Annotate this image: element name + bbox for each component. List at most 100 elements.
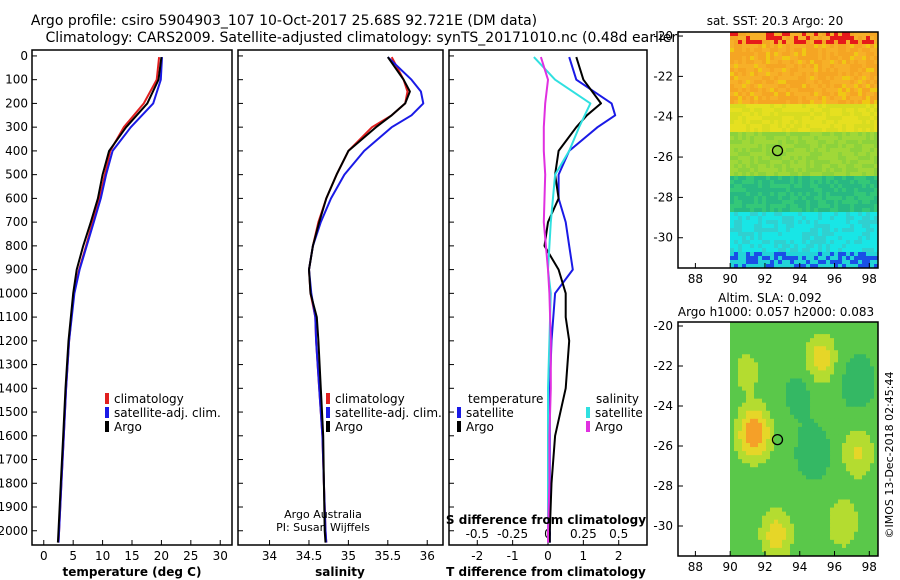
sla-cell	[818, 543, 823, 549]
sst-cell	[790, 196, 795, 201]
sla-cell	[838, 334, 843, 339]
sst-cell	[858, 216, 863, 221]
sst-cell	[778, 64, 783, 69]
sla-cell	[866, 338, 871, 343]
sla-cell	[782, 547, 787, 553]
sst-cell	[830, 116, 835, 121]
sla-cell	[870, 471, 875, 476]
sst-cell	[850, 172, 855, 177]
sst-cell	[770, 32, 775, 37]
sst-cell	[766, 224, 771, 229]
sst-cell	[738, 172, 743, 177]
sst-cell	[766, 68, 771, 73]
sst-cell	[762, 184, 767, 189]
sst-cell	[822, 144, 827, 149]
sst-cell	[862, 232, 867, 237]
sla-cell	[790, 434, 795, 440]
sst-cell	[806, 216, 811, 221]
sla-cell	[754, 551, 759, 556]
sst-cell	[802, 124, 807, 129]
sla-cell	[838, 390, 843, 396]
sla-cell	[834, 479, 839, 484]
sla-cell	[742, 551, 747, 556]
sst-cell	[834, 196, 839, 201]
sla-cell	[734, 479, 739, 484]
sst-cell	[782, 168, 787, 173]
sst-cell	[866, 172, 871, 177]
sla-cell	[858, 523, 863, 529]
sst-cell	[734, 256, 739, 261]
sst-cell	[778, 164, 783, 169]
sst-cell	[874, 64, 878, 69]
sla-cell	[798, 406, 803, 412]
sla-cell	[846, 434, 851, 440]
sst-cell	[742, 84, 747, 89]
sla-cell	[794, 455, 799, 460]
sst-cell	[742, 60, 747, 65]
sla-cell	[810, 322, 815, 327]
sla-cell	[766, 439, 771, 444]
sst-cell	[822, 188, 827, 193]
sla-cell	[858, 479, 863, 484]
sla-cell	[786, 479, 791, 484]
sla-cell	[870, 443, 875, 448]
sst-cell	[802, 104, 807, 109]
sst-cell	[750, 200, 755, 205]
sla-cell	[834, 414, 839, 420]
sst-cell	[810, 60, 815, 65]
sla-cell	[738, 402, 743, 408]
sla-cell	[750, 434, 755, 440]
sla-cell	[814, 398, 819, 404]
sst-cell	[774, 60, 779, 65]
legend-label-satellite: satellite-adj. clim.	[335, 406, 442, 420]
sst-cell	[774, 96, 779, 101]
sst-cell	[790, 176, 795, 181]
sla-cell	[782, 467, 787, 472]
sst-cell	[862, 256, 867, 261]
sla-cell	[822, 426, 827, 432]
sst-cell	[746, 232, 751, 237]
sla-cell	[818, 475, 823, 480]
difference-line-temperature-satellite	[548, 56, 617, 543]
sst-cell	[806, 120, 811, 125]
sla-cell	[774, 507, 779, 513]
sst-cell	[826, 236, 831, 241]
sla-cell	[802, 358, 807, 363]
sst-cell	[838, 216, 843, 221]
sst-cell	[746, 244, 751, 249]
sst-cell	[762, 32, 767, 37]
sst-cell	[866, 76, 871, 81]
sla-cell	[862, 547, 867, 553]
sla-cell	[762, 402, 767, 408]
sla-cell	[822, 386, 827, 391]
sla-cell	[762, 398, 767, 404]
sst-cell	[738, 236, 743, 241]
sst-cell	[862, 116, 867, 121]
sla-cell	[810, 467, 815, 472]
sst-cell	[842, 156, 847, 161]
sst-cell	[750, 100, 755, 105]
sst-cell	[810, 140, 815, 145]
sst-cell	[794, 168, 799, 173]
sla-cell	[862, 527, 867, 533]
sst-cell	[730, 52, 735, 57]
sst-cell	[746, 260, 751, 265]
sla-cell	[806, 414, 811, 420]
sla-cell	[790, 354, 795, 359]
sla-cell	[762, 523, 767, 529]
sst-cell	[770, 68, 775, 73]
sst-cell	[794, 172, 799, 177]
sla-cell	[850, 338, 855, 343]
sst-cell	[806, 44, 811, 49]
sla-cell	[858, 539, 863, 545]
sst-cell	[834, 172, 839, 177]
sst-cell	[834, 252, 839, 257]
sla-cell	[846, 495, 851, 500]
sst-cell	[794, 96, 799, 101]
sst-cell	[834, 48, 839, 53]
sla-cell	[782, 434, 787, 440]
sla-cell	[866, 507, 871, 513]
sst-cell	[762, 256, 767, 261]
sla-cell	[854, 330, 859, 335]
map-lat-tick-label: -28	[653, 479, 673, 493]
